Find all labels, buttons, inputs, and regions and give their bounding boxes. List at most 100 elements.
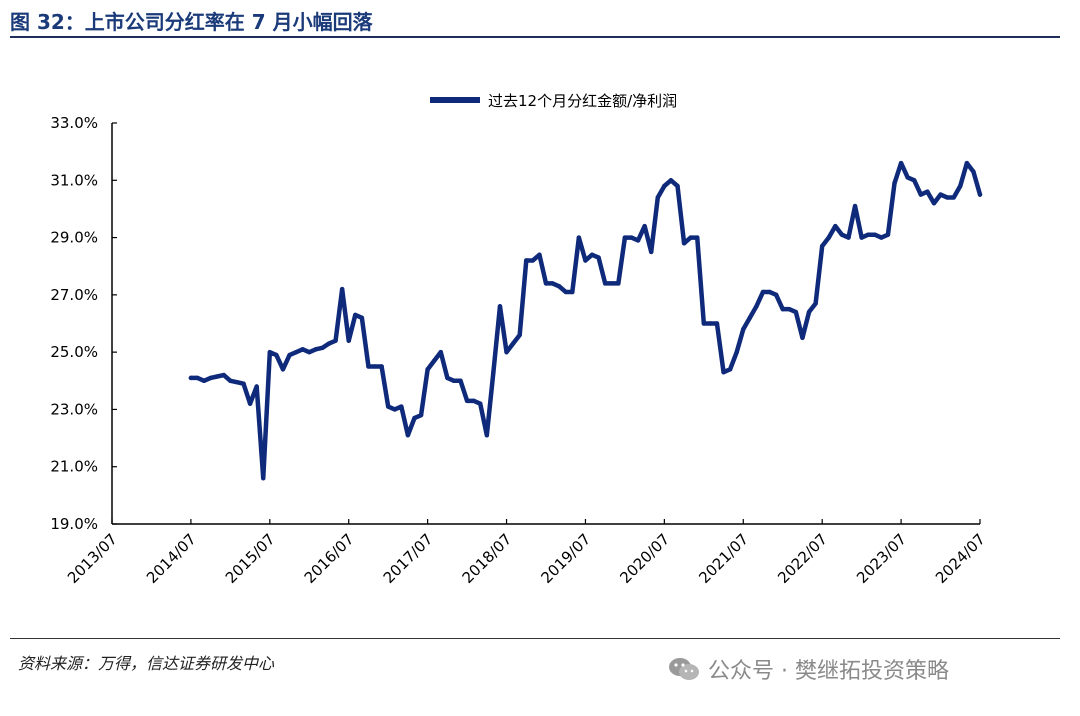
- data-point: [313, 347, 319, 352]
- data-point: [649, 249, 654, 255]
- data-point: [385, 404, 391, 409]
- data-point: [208, 375, 213, 381]
- data-point: [793, 309, 799, 315]
- data-point: [655, 195, 660, 200]
- data-point: [563, 289, 568, 295]
- data-point: [885, 232, 891, 237]
- data-point: [451, 378, 457, 383]
- x-tick-label: 2015/07: [222, 530, 279, 587]
- data-point: [537, 252, 542, 257]
- data-point: [366, 364, 371, 369]
- y-axis-ticks: 19.0% 21.0% 23.0% 25.0% 27.0% 29.0% 31.0% 33.0%: [50, 114, 117, 533]
- data-point: [602, 281, 608, 286]
- data-point: [819, 243, 825, 249]
- data-point: [977, 192, 983, 197]
- data-point: [464, 398, 470, 404]
- data-point: [195, 375, 200, 381]
- data-point: [458, 378, 463, 383]
- data-point: [399, 404, 404, 409]
- data-point: [905, 175, 910, 180]
- data-point: [971, 169, 976, 174]
- data-point: [780, 306, 785, 312]
- y-tick-label: 31.0%: [50, 171, 98, 189]
- data-point: [320, 345, 325, 351]
- data-point: [405, 433, 411, 438]
- x-tick-label: 2019/07: [537, 530, 594, 587]
- data-point: [622, 235, 628, 240]
- y-tick-label: 33.0%: [50, 114, 98, 132]
- data-point: [353, 312, 358, 318]
- y-tick-label: 21.0%: [50, 458, 98, 476]
- watermark: 公众号 · 樊继拓投资策略: [668, 653, 949, 685]
- data-point: [254, 384, 259, 389]
- data-point: [491, 369, 496, 375]
- data-point: [201, 378, 207, 383]
- data-point: [241, 381, 246, 386]
- data-point: [806, 309, 812, 315]
- bottom-rule: [10, 638, 1060, 639]
- data-point: [425, 367, 430, 372]
- data-point: [918, 192, 924, 197]
- data-point: [333, 338, 338, 343]
- data-point: [583, 258, 588, 263]
- data-point: [616, 281, 621, 286]
- data-point: [556, 284, 562, 289]
- data-point: [445, 375, 450, 381]
- data-point: [287, 352, 292, 358]
- data-point: [912, 178, 917, 183]
- data-point: [570, 289, 575, 295]
- data-point: [530, 258, 536, 263]
- x-tick-label: 2021/07: [695, 530, 752, 587]
- data-point: [642, 223, 647, 229]
- data-point: [596, 255, 601, 260]
- data-point: [859, 235, 864, 240]
- data-point: [879, 235, 884, 240]
- watermark-text: 公众号 · 樊继拓投资策略: [708, 659, 949, 684]
- chart-legend: 过去12个月分红金额/净利润: [430, 92, 677, 110]
- x-tick-label: 2022/07: [774, 530, 831, 587]
- data-point: [412, 415, 417, 421]
- data-point: [432, 358, 437, 363]
- data-point: [892, 180, 897, 186]
- x-tick-label: 2023/07: [853, 530, 910, 587]
- data-point: [951, 195, 956, 200]
- data-point: [944, 195, 950, 200]
- data-point: [741, 327, 746, 332]
- data-point: [307, 349, 312, 355]
- x-tick-label: 2020/07: [616, 530, 673, 587]
- data-point: [215, 374, 220, 379]
- data-point: [714, 321, 720, 326]
- x-tick-label: 2014/07: [143, 530, 200, 587]
- data-point: [478, 401, 483, 406]
- x-tick-label: 2017/07: [380, 530, 437, 587]
- data-point: [826, 235, 831, 240]
- data-point: [668, 178, 674, 183]
- data-point: [688, 235, 693, 240]
- data-point: [471, 398, 476, 404]
- data-point: [543, 281, 549, 286]
- data-point: [576, 235, 582, 240]
- data-point: [550, 281, 555, 286]
- data-point: [635, 238, 641, 243]
- y-tick-label: 25.0%: [50, 343, 98, 361]
- y-tick-label: 27.0%: [50, 286, 98, 304]
- data-point: [293, 349, 299, 355]
- x-tick-label: 2024/07: [932, 530, 989, 587]
- data-point: [504, 349, 509, 355]
- data-point: [773, 292, 779, 298]
- data-point: [846, 235, 851, 240]
- y-tick-label: 29.0%: [50, 229, 98, 247]
- data-point: [517, 332, 522, 338]
- data-point: [188, 375, 194, 381]
- x-tick-label: 2016/07: [301, 530, 358, 587]
- y-tick-label: 19.0%: [50, 515, 98, 533]
- data-point: [727, 367, 733, 372]
- data-point: [228, 378, 233, 383]
- data-point: [339, 286, 345, 292]
- data-point: [898, 160, 904, 166]
- data-point: [524, 258, 529, 263]
- data-point: [681, 241, 687, 246]
- data-point: [800, 335, 805, 341]
- x-tick-label: 2018/07: [459, 530, 516, 587]
